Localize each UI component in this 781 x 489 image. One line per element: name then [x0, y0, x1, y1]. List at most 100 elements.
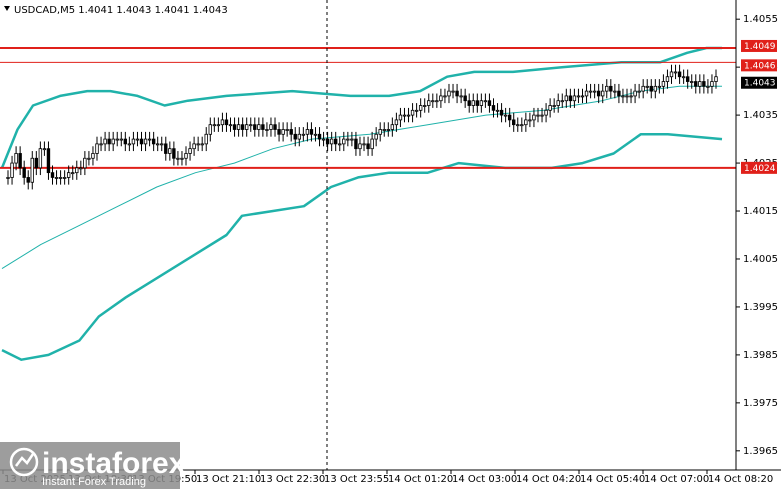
candle-body	[402, 114, 407, 117]
candle-body	[483, 100, 488, 103]
candle-body	[212, 124, 217, 127]
candle-body	[637, 90, 641, 93]
symbol-dropdown-icon[interactable]	[4, 6, 10, 11]
candle-body	[354, 138, 358, 150]
candle-body	[75, 167, 79, 174]
candle-body	[479, 100, 484, 106]
candle-body	[414, 109, 419, 112]
candle-body	[325, 138, 330, 145]
candle-body	[487, 100, 492, 106]
candle-body	[155, 143, 160, 146]
x-tick-label: 14 Oct 03:00	[452, 474, 517, 485]
candle-body	[180, 157, 184, 160]
candle-body	[62, 177, 67, 179]
candle-body	[459, 95, 463, 98]
candle-body	[127, 143, 132, 146]
candle-body	[609, 85, 613, 92]
candle-body	[204, 133, 208, 145]
candle-body	[87, 157, 91, 160]
logo-arrow-icon	[15, 453, 35, 467]
candle-body	[236, 124, 241, 130]
candle-body	[139, 138, 144, 145]
candle-body	[168, 148, 172, 154]
candle-body	[406, 114, 411, 117]
candle-body	[556, 100, 560, 106]
candle-body	[103, 138, 107, 145]
y-tick-label: 1.4005	[743, 254, 778, 265]
candle-body	[653, 85, 658, 92]
candle-body	[690, 81, 694, 83]
candle-body	[10, 162, 14, 178]
y-tick-label: 1.3995	[743, 302, 778, 313]
watermark-tagline: Instant Forex Trading	[42, 476, 146, 488]
candle-body	[520, 124, 524, 127]
candle-body	[244, 124, 249, 130]
candle-body	[46, 148, 51, 174]
candle-body	[649, 85, 653, 92]
candle-body	[673, 71, 678, 74]
price-tag-label: 1.4049	[744, 42, 776, 52]
candle-body	[657, 85, 662, 88]
candle-body	[79, 167, 83, 170]
y-tick-label: 1.3985	[743, 350, 778, 361]
candle-body	[507, 114, 512, 121]
candle-body	[576, 95, 581, 98]
candle-body	[698, 81, 702, 87]
candle-body	[338, 143, 342, 146]
x-tick-label: 14 Oct 08:20	[708, 474, 773, 485]
candle-body	[641, 85, 645, 92]
candle-body	[512, 119, 516, 126]
candle-body	[269, 124, 273, 130]
candle-body	[277, 129, 281, 135]
candle-body	[115, 138, 119, 141]
candle-body	[499, 109, 504, 116]
candle-body	[301, 133, 306, 136]
candle-body	[714, 76, 718, 82]
candle-body	[91, 153, 95, 159]
candle-body	[386, 129, 390, 131]
candle-body	[423, 105, 427, 107]
candle-body	[625, 95, 629, 98]
candle-body	[378, 129, 382, 135]
candle-body	[601, 90, 605, 97]
y-tick-label: 1.4015	[743, 206, 778, 217]
candle-body	[564, 95, 569, 102]
candle-body	[665, 76, 670, 82]
candle-body	[645, 85, 649, 88]
candle-body	[677, 71, 682, 78]
candle-body	[196, 143, 200, 146]
candle-body	[273, 124, 277, 130]
candle-body	[131, 138, 136, 145]
price-tag-label: 1.4024	[744, 164, 776, 174]
candle-body	[22, 167, 26, 178]
candle-body	[471, 100, 475, 106]
candle-body	[18, 153, 22, 169]
candle-body	[418, 105, 423, 111]
candle-body	[321, 138, 326, 141]
candle-body	[58, 177, 63, 179]
candle-body	[14, 153, 18, 164]
price-tags: 1.4049 1.4046 1.4024 1.4043	[741, 39, 777, 174]
symbol-header: USDCAD,M5 1.4041 1.4043 1.4041 1.4043	[14, 5, 228, 16]
candle-body	[216, 124, 221, 127]
x-tick-label: 14 Oct 07:00	[644, 474, 709, 485]
x-tick-label: 14 Oct 05:40	[580, 474, 645, 485]
x-tick-label: 14 Oct 01:20	[388, 474, 453, 485]
candle-body	[232, 124, 237, 130]
candle-body	[584, 90, 589, 97]
y-tick-label: 1.3975	[743, 398, 778, 409]
candle-body	[147, 138, 152, 141]
candle-body	[192, 143, 196, 150]
watermark-brand: instaforex	[42, 447, 186, 480]
candle-body	[34, 157, 39, 169]
candle-body	[240, 124, 245, 130]
candle-body	[475, 100, 480, 106]
price-tag-1.4043	[741, 76, 777, 89]
candle-body	[580, 95, 585, 98]
candle-body	[346, 138, 350, 141]
candle-body	[289, 129, 293, 135]
candle-body	[119, 138, 123, 141]
candle-body	[285, 129, 289, 131]
